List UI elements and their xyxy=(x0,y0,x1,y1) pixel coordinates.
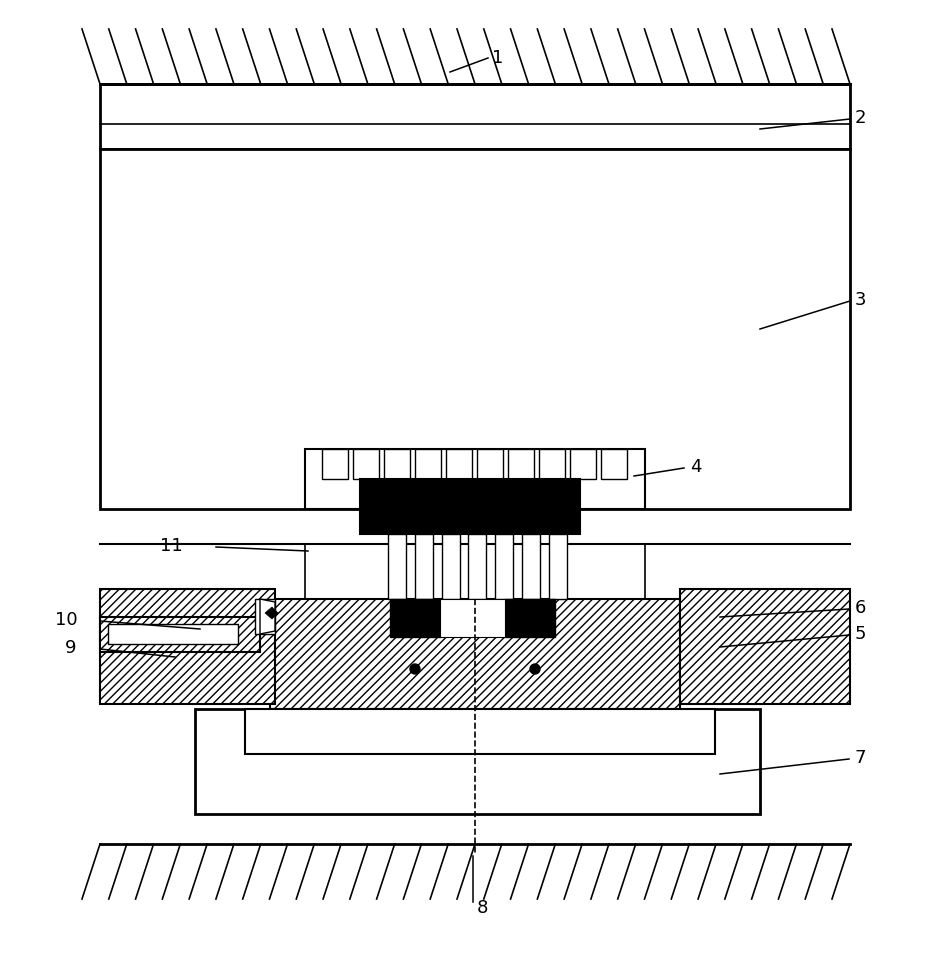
Bar xyxy=(245,709,715,754)
Bar xyxy=(100,150,850,510)
Bar xyxy=(522,534,540,600)
Bar xyxy=(477,450,503,479)
Bar xyxy=(100,617,260,652)
Bar xyxy=(305,450,645,510)
Bar xyxy=(551,585,565,599)
Bar xyxy=(468,534,486,600)
Bar xyxy=(497,585,511,599)
Bar xyxy=(601,450,627,479)
Bar xyxy=(388,534,406,600)
Polygon shape xyxy=(265,607,278,619)
Bar xyxy=(384,450,410,479)
Bar xyxy=(442,534,460,600)
Bar xyxy=(270,600,680,709)
Text: 11: 11 xyxy=(160,537,183,555)
Bar xyxy=(440,600,505,638)
Circle shape xyxy=(530,664,540,674)
Bar xyxy=(508,450,534,479)
Bar xyxy=(360,479,580,534)
Text: 2: 2 xyxy=(855,109,867,127)
Bar xyxy=(415,450,441,479)
Bar xyxy=(195,709,760,814)
Bar xyxy=(444,585,458,599)
Bar xyxy=(549,534,567,600)
Bar xyxy=(415,534,433,600)
Text: 1: 1 xyxy=(492,49,504,67)
Bar xyxy=(108,624,238,645)
Bar xyxy=(417,585,431,599)
Text: 4: 4 xyxy=(690,458,702,475)
Bar xyxy=(570,450,596,479)
Bar xyxy=(539,450,565,479)
Text: 6: 6 xyxy=(855,599,867,616)
Bar xyxy=(322,450,348,479)
Bar xyxy=(495,534,513,600)
Text: 5: 5 xyxy=(855,624,867,643)
Polygon shape xyxy=(260,600,275,635)
Text: 10: 10 xyxy=(55,610,78,628)
Bar xyxy=(505,600,555,638)
Circle shape xyxy=(410,664,420,674)
Bar xyxy=(353,450,379,479)
Bar xyxy=(390,585,404,599)
Bar xyxy=(390,600,440,638)
Bar xyxy=(470,585,484,599)
Text: 3: 3 xyxy=(855,290,867,309)
Text: 9: 9 xyxy=(65,639,77,656)
Bar xyxy=(680,590,850,704)
Bar xyxy=(524,585,538,599)
Bar xyxy=(100,590,275,704)
Bar xyxy=(255,600,275,635)
Bar xyxy=(100,85,850,150)
Text: 8: 8 xyxy=(477,898,489,916)
Text: 7: 7 xyxy=(855,748,867,766)
Bar xyxy=(446,450,472,479)
